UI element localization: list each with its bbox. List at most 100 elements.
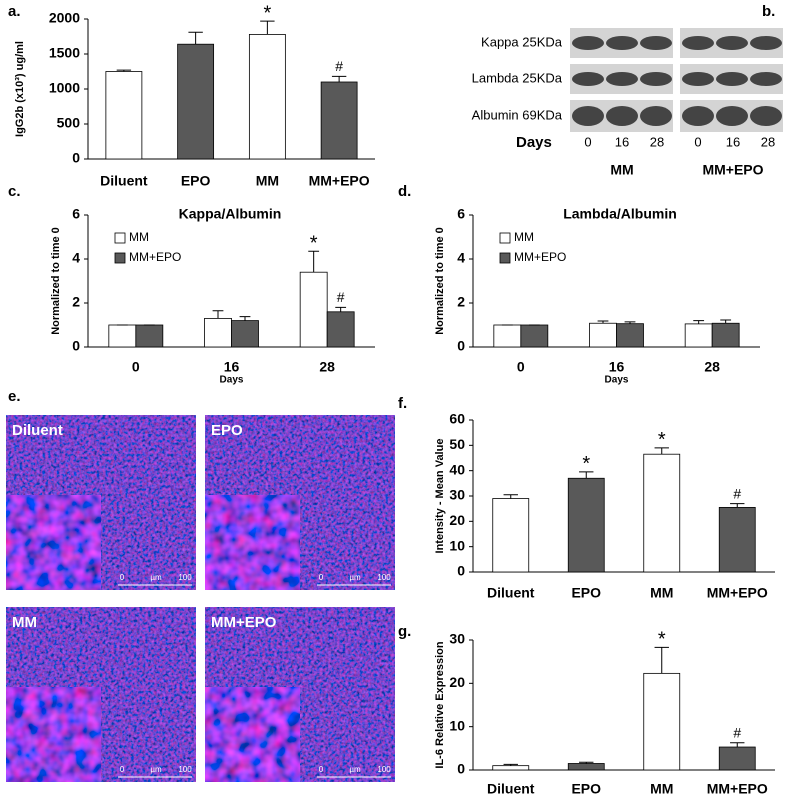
y-tick-label: 50: [449, 436, 465, 452]
legend-label: MM+EPO: [514, 250, 566, 264]
x-tick-label: Diluent: [487, 585, 535, 601]
bar: [204, 317, 232, 348]
y-tick-label: 60: [449, 411, 465, 427]
blot-band: [606, 106, 638, 126]
y-tick-label: 0: [72, 338, 80, 354]
significance-marker: *: [658, 629, 666, 651]
bar: [105, 71, 143, 160]
bar: [299, 271, 328, 348]
x-tick-label: 0: [517, 359, 525, 375]
x-tick-label: MM: [650, 781, 673, 797]
x-tick-label: Diluent: [100, 173, 148, 189]
error-bar: [720, 319, 732, 324]
x-tick-label: MM+EPO: [707, 585, 768, 601]
significance-marker: #: [337, 289, 345, 305]
bar: [643, 672, 681, 771]
bar: [492, 765, 530, 771]
y-tick-label: 10: [449, 717, 465, 733]
x-tick-label: MM: [650, 585, 673, 601]
scale-label: 0: [319, 573, 324, 582]
y-tick-label: 2: [457, 294, 465, 310]
bar: [711, 322, 740, 348]
blot-group: MM: [610, 162, 633, 178]
blot-day: 28: [650, 134, 664, 149]
bar: [231, 320, 259, 348]
scale-label: 0: [319, 765, 324, 774]
significance-marker: *: [658, 429, 666, 451]
blot-band: [716, 106, 748, 126]
blot-band: [606, 72, 638, 86]
error-bar: [188, 31, 203, 45]
y-tick-label: 6: [457, 206, 465, 222]
scale-label: µm: [150, 573, 162, 582]
y-tick-label: 20: [449, 512, 465, 528]
bar: [718, 506, 756, 573]
y-axis-label: Intensity - Mean Value: [434, 439, 446, 554]
blot-row-label: Lambda 25KDa: [472, 70, 563, 85]
y-tick-label: 0: [457, 338, 465, 354]
blot-row-label: Albumin 69KDa: [472, 107, 563, 122]
blot-band: [682, 72, 714, 86]
panel-label: c.: [8, 183, 21, 200]
error-bar: [116, 69, 132, 72]
y-tick-label: 1500: [49, 45, 80, 61]
error-bar: [503, 763, 518, 766]
y-tick-label: 20: [449, 674, 465, 690]
x-tick-label: EPO: [571, 781, 601, 797]
significance-marker: #: [335, 58, 343, 74]
y-tick-label: 4: [457, 250, 465, 266]
x-tick-label: 0: [132, 359, 140, 375]
legend-swatch: [114, 252, 126, 264]
x-tick-label: MM+EPO: [309, 173, 370, 189]
x-axis-label: Days: [220, 375, 244, 386]
significance-marker: *: [310, 233, 318, 255]
blot-band: [572, 36, 604, 50]
error-bar: [239, 316, 251, 321]
bar: [326, 311, 355, 348]
y-tick-label: 0: [457, 563, 465, 579]
x-tick-label: EPO: [181, 173, 211, 189]
panel-label: g.: [398, 623, 411, 640]
bar: [684, 323, 713, 348]
x-tick-label: 16: [224, 359, 240, 375]
bar: [718, 746, 756, 771]
y-tick-label: 4: [72, 250, 80, 266]
scale-label: 0: [120, 765, 125, 774]
scale-label: 100: [178, 765, 192, 774]
x-tick-label: 28: [319, 359, 335, 375]
x-tick-label: MM+EPO: [707, 781, 768, 797]
error-bar: [503, 494, 518, 499]
error-bar: [597, 320, 609, 324]
blot-band: [750, 36, 782, 50]
panel-label: f.: [398, 395, 407, 412]
x-tick-label: Diluent: [487, 781, 535, 797]
y-axis-label: IgG2b (x10³) ug/ml: [14, 41, 26, 137]
x-tick-label: 16: [609, 359, 625, 375]
y-tick-label: 0: [72, 150, 80, 166]
y-tick-label: 30: [449, 487, 465, 503]
blot-band: [682, 36, 714, 50]
y-tick-label: 40: [449, 461, 465, 477]
y-tick-label: 1000: [49, 80, 80, 96]
scale-label: 100: [178, 573, 192, 582]
significance-marker: #: [733, 724, 741, 740]
blot-band: [572, 106, 604, 126]
blot-band: [716, 36, 748, 50]
blot-band: [750, 72, 782, 86]
blot-band: [716, 72, 748, 86]
blot-band: [640, 36, 672, 50]
y-tick-label: 6: [72, 206, 80, 222]
micrograph-label: MM+EPO: [211, 614, 277, 631]
bar: [177, 43, 215, 160]
error-bar: [212, 310, 224, 319]
legend-label: MM: [514, 230, 534, 244]
bar: [493, 324, 522, 348]
blot-row-label: Kappa 25KDa: [481, 34, 563, 49]
bar: [567, 763, 605, 771]
micrograph-inset: [5, 494, 102, 591]
blot-band: [606, 36, 638, 50]
blot-days-label: Days: [516, 134, 552, 151]
blot-band: [750, 106, 782, 126]
blot-day: 0: [694, 134, 701, 149]
